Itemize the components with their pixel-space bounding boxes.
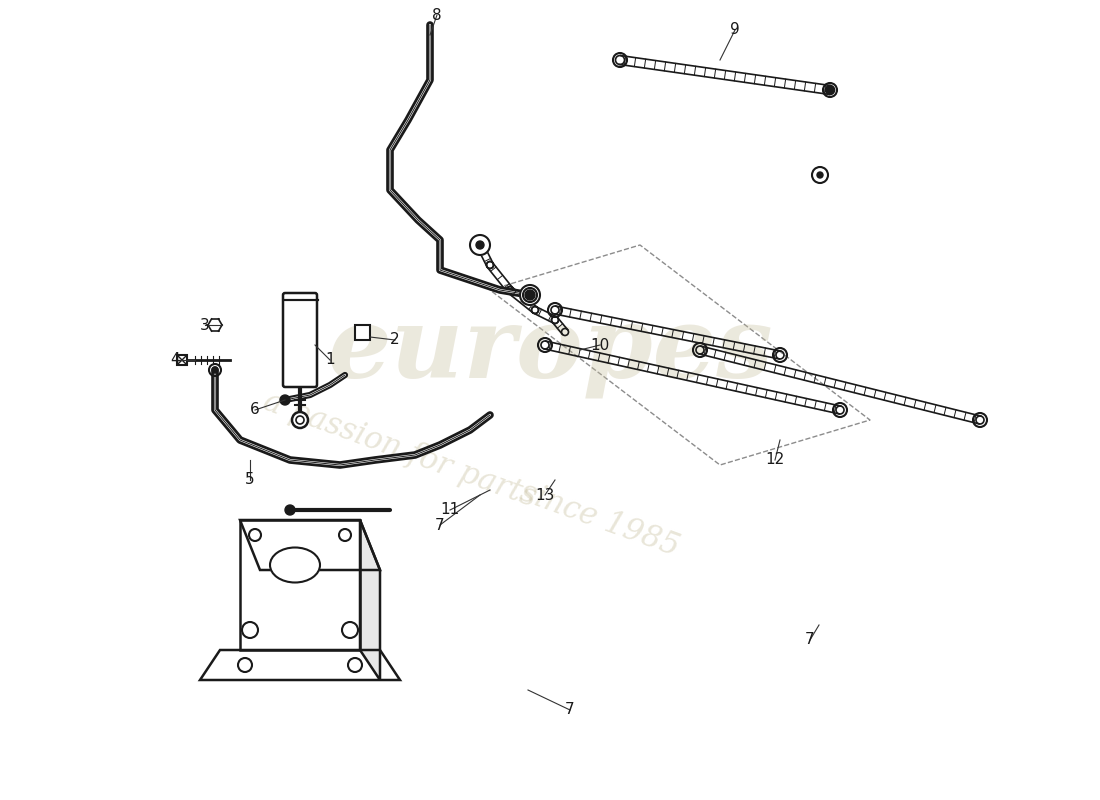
Text: 9: 9: [730, 22, 740, 38]
Text: 4: 4: [170, 353, 179, 367]
Text: 5: 5: [245, 473, 255, 487]
Circle shape: [280, 395, 290, 405]
Text: 12: 12: [766, 453, 784, 467]
Polygon shape: [355, 325, 370, 340]
Circle shape: [342, 622, 358, 638]
Text: 2: 2: [390, 333, 399, 347]
Circle shape: [826, 86, 834, 94]
Text: 13: 13: [536, 487, 554, 502]
Polygon shape: [200, 650, 400, 680]
Text: 8: 8: [432, 7, 442, 22]
Polygon shape: [360, 520, 379, 680]
Circle shape: [339, 529, 351, 541]
Circle shape: [212, 367, 218, 373]
Ellipse shape: [270, 547, 320, 582]
Text: a passion for parts: a passion for parts: [260, 386, 541, 514]
Circle shape: [249, 529, 261, 541]
Text: 7: 7: [436, 518, 444, 533]
Text: 7: 7: [805, 633, 815, 647]
Text: 3: 3: [200, 318, 210, 333]
FancyBboxPatch shape: [177, 355, 187, 365]
Circle shape: [817, 172, 823, 178]
Circle shape: [348, 658, 362, 672]
Circle shape: [526, 291, 534, 299]
Text: 6: 6: [250, 402, 260, 418]
Circle shape: [520, 285, 540, 305]
Circle shape: [285, 505, 295, 515]
Polygon shape: [240, 520, 360, 650]
Circle shape: [812, 167, 828, 183]
Circle shape: [238, 658, 252, 672]
Text: since 1985: since 1985: [516, 477, 684, 563]
Circle shape: [292, 412, 308, 428]
Circle shape: [476, 241, 484, 249]
Text: 10: 10: [591, 338, 609, 353]
Circle shape: [242, 622, 258, 638]
Text: europes: europes: [328, 302, 772, 398]
Circle shape: [470, 235, 490, 255]
FancyBboxPatch shape: [283, 293, 317, 387]
Text: 1: 1: [326, 353, 334, 367]
Circle shape: [525, 290, 535, 300]
Text: 11: 11: [440, 502, 460, 518]
Text: 7: 7: [565, 702, 575, 718]
Polygon shape: [240, 520, 380, 570]
